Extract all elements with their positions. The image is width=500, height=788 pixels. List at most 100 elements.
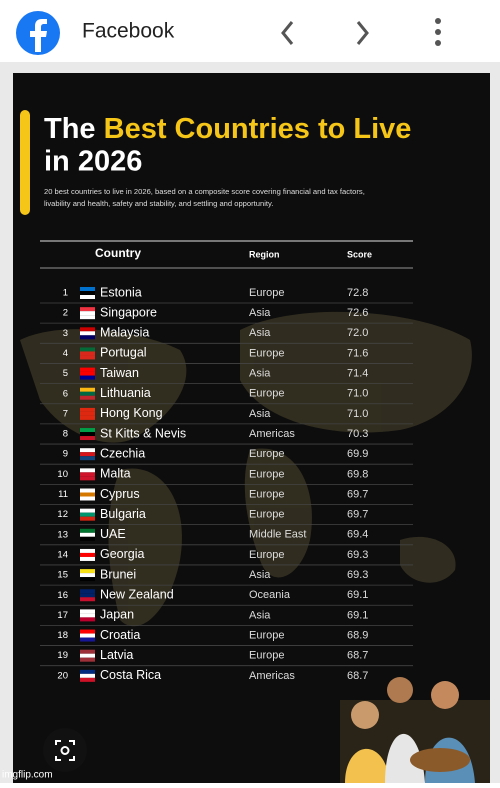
region: Europe: [249, 468, 284, 480]
flag: [80, 448, 95, 453]
flag: [80, 395, 95, 400]
region: Asia: [249, 327, 271, 339]
country: Malta: [100, 467, 131, 481]
flag: [80, 407, 95, 412]
rank: 7: [63, 408, 68, 419]
score: 69.1: [347, 609, 368, 621]
region: Europe: [249, 650, 284, 662]
region: Europe: [249, 509, 284, 521]
lens-button[interactable]: [43, 728, 87, 772]
country: Brunei: [100, 567, 136, 581]
region: Asia: [249, 408, 271, 420]
column-header: Score: [347, 249, 372, 259]
flag: [80, 331, 95, 336]
rank: 5: [63, 368, 68, 379]
score: 72.8: [347, 287, 368, 299]
country: Japan: [100, 608, 134, 622]
back-button[interactable]: [281, 21, 294, 45]
score: 69.7: [347, 488, 368, 500]
country: Georgia: [100, 547, 145, 561]
flag: [80, 291, 95, 295]
flag: [80, 548, 95, 553]
subtitle-line: livability and health, safety and stabil…: [44, 199, 273, 208]
title: The Best Countries to Live: [44, 113, 411, 145]
flag: [80, 536, 95, 541]
flag: [80, 597, 95, 602]
flag: [80, 569, 95, 574]
flag: [80, 472, 95, 477]
score: 71.6: [347, 347, 368, 359]
country: Bulgaria: [100, 507, 146, 521]
flag: [80, 355, 95, 360]
flag: [80, 633, 95, 638]
flag: [80, 415, 95, 420]
region: Europe: [249, 549, 284, 561]
rank: 6: [63, 388, 68, 399]
score: 68.7: [347, 670, 368, 682]
score: 68.9: [347, 629, 368, 641]
country: New Zealand: [100, 588, 174, 602]
flag: [80, 673, 95, 678]
country: Taiwan: [100, 366, 139, 380]
rank: 15: [57, 570, 68, 581]
flag: [80, 311, 95, 316]
flag: [80, 516, 95, 521]
flag: [80, 637, 95, 642]
flag: [80, 573, 95, 578]
flag: [80, 428, 95, 433]
score: 69.3: [347, 549, 368, 561]
flag: [80, 629, 95, 634]
rank: 4: [63, 348, 68, 359]
region: Middle East: [249, 529, 306, 541]
flag: [80, 335, 95, 340]
region: Europe: [249, 287, 284, 299]
score: 69.4: [347, 529, 368, 541]
flag: [80, 456, 95, 461]
rank: 12: [57, 509, 68, 520]
rank: 8: [63, 429, 68, 440]
country: St Kitts & Nevis: [100, 426, 186, 440]
flag: [80, 436, 95, 441]
flag: [80, 488, 95, 493]
title-prefix: The: [44, 113, 96, 145]
country: Hong Kong: [100, 406, 163, 420]
flag: [80, 371, 95, 376]
region: Europe: [249, 448, 284, 460]
flag: [80, 351, 95, 356]
region: Europe: [249, 388, 284, 400]
rank: 2: [63, 308, 68, 319]
top-bar: [0, 0, 500, 62]
country: Croatia: [100, 628, 140, 642]
region: Oceania: [249, 589, 291, 601]
subtitle-line: 20 best countries to live in 2026, based…: [44, 187, 365, 196]
score: 71.0: [347, 388, 368, 400]
flag: [80, 532, 95, 537]
flag: [80, 528, 95, 533]
score: 69.3: [347, 569, 368, 581]
rank: 20: [57, 670, 68, 681]
flag: [80, 432, 95, 437]
flag: [80, 307, 95, 312]
flag: [80, 315, 95, 320]
country: Czechia: [100, 446, 145, 460]
score: 69.8: [347, 468, 368, 480]
title-highlight: Best Countries to Live: [104, 113, 412, 145]
country: Singapore: [100, 305, 157, 319]
region: Americas: [249, 428, 295, 440]
score: 70.3: [347, 428, 368, 440]
flag: [80, 617, 95, 622]
flag: [80, 577, 95, 582]
country: Costa Rica: [100, 668, 161, 682]
watermark: imgflip.com: [2, 770, 53, 781]
forward-button[interactable]: [356, 21, 369, 45]
rank: 17: [57, 610, 68, 621]
score: 69.7: [347, 509, 368, 521]
title-line-2: in 2026: [44, 146, 142, 178]
flag: [80, 327, 95, 332]
facebook-logo: [30, 19, 47, 52]
menu-button[interactable]: [435, 18, 441, 46]
score: 69.9: [347, 448, 368, 460]
country: Estonia: [100, 285, 142, 299]
column-header: Region: [249, 249, 280, 259]
region: Europe: [249, 347, 284, 359]
